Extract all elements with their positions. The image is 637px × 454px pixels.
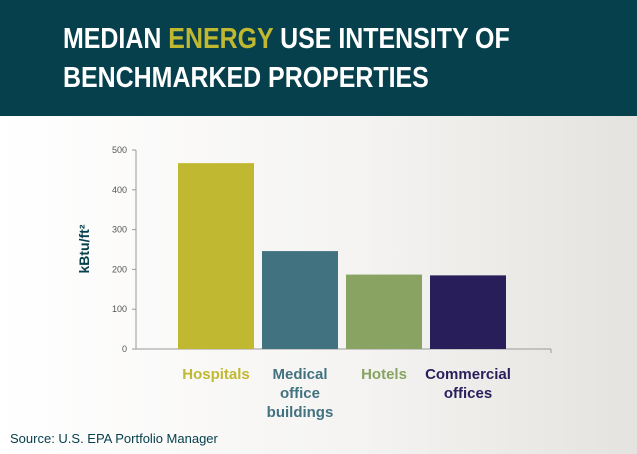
- bar-commercial-offices: [430, 275, 506, 349]
- y-tick-label: 100: [112, 304, 127, 314]
- category-label: Hotels: [361, 366, 407, 383]
- bar-medical-office-buildings: [262, 251, 338, 349]
- y-axis-label: kBtu/ft²: [76, 224, 92, 273]
- title-line-2: BENCHMARKED PROPERTIES: [63, 62, 429, 94]
- title-part-2: USE INTENSITY OF: [273, 23, 510, 55]
- category-label: buildings: [267, 404, 334, 421]
- chart-title: MEDIAN ENERGY USE INTENSITY OF BENCHMARK…: [63, 20, 545, 98]
- category-label: offices: [444, 385, 492, 402]
- category-label: Hospitals: [182, 366, 250, 383]
- title-part-1: MEDIAN: [63, 23, 169, 55]
- category-label: Commercial: [425, 366, 511, 383]
- y-tick-label: 0: [122, 344, 127, 354]
- y-tick-label: 300: [112, 225, 127, 235]
- title-banner: MEDIAN ENERGY USE INTENSITY OF BENCHMARK…: [0, 0, 637, 116]
- bar-hospitals: [178, 163, 254, 349]
- source-note: Source: U.S. EPA Portfolio Manager: [10, 431, 218, 446]
- category-label: office: [280, 385, 320, 402]
- category-label: Medical: [272, 366, 327, 383]
- y-tick-label: 400: [112, 185, 127, 195]
- category-labels: Hospitals Medical office buildings Hotels Com…: [182, 366, 511, 421]
- y-tick-label: 500: [112, 145, 127, 155]
- bars: [178, 163, 506, 349]
- title-highlight: ENERGY: [168, 23, 274, 55]
- bar-hotels: [346, 274, 422, 349]
- y-tick-label: 200: [112, 264, 127, 274]
